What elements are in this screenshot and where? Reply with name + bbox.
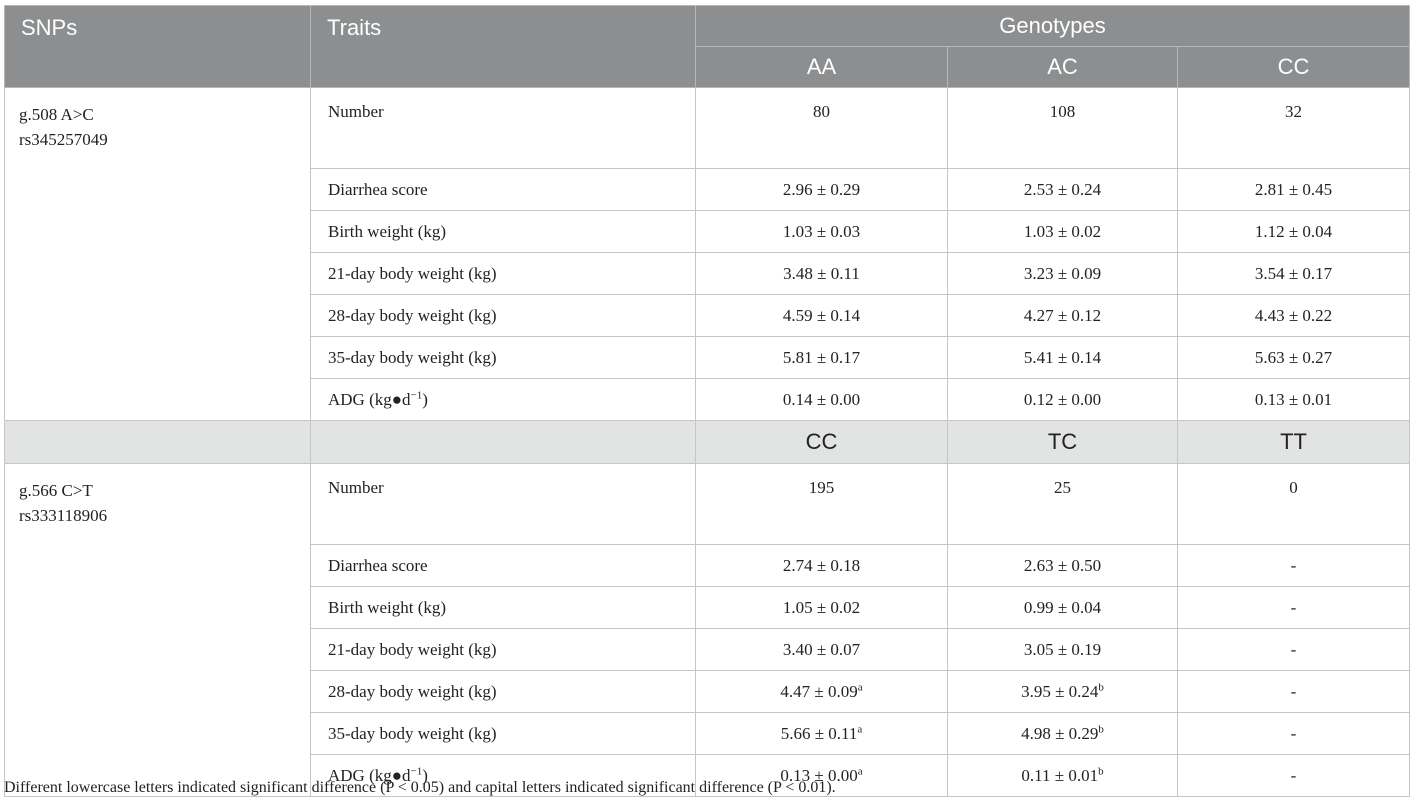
genotype-traits-table: SNPs Traits Genotypes AA AC CC g.508 A>C… (4, 5, 1411, 797)
genotypes-header: Genotypes (694, 5, 1411, 47)
table-row: Diarrhea score 2.74 ± 0.18 2.63 ± 0.50 - (5, 544, 1411, 587)
trait-label: ADG (kg●d−1) (310, 378, 696, 421)
table-row: 21-day body weight (kg) 3.40 ± 0.07 3.05… (5, 628, 1411, 671)
table-row: Birth weight (kg) 1.03 ± 0.03 1.03 ± 0.0… (5, 210, 1411, 253)
table-row: g.508 A>C rs345257049 Number 80 108 32 (4, 87, 1411, 421)
value-cell: 0.12 ± 0.00 (947, 378, 1178, 421)
table-row: 21-day body weight (kg) 3.48 ± 0.11 3.23… (5, 252, 1411, 295)
value-cell: 5.81 ± 0.17 (695, 336, 948, 379)
table-row: ADG (kg●d−1) 0.14 ± 0.00 0.12 ± 0.00 0.1… (5, 378, 1411, 421)
table-row: ADG (kg●d−1) 0.13 ± 0.00a 0.11 ± 0.01b - (5, 754, 1411, 797)
table-row: Diarrhea score 2.96 ± 0.29 2.53 ± 0.24 2… (5, 168, 1411, 211)
value-cell: 4.27 ± 0.12 (947, 294, 1178, 337)
value-cell: 0.13 ± 0.00a (695, 754, 948, 797)
table-row: 28-day body weight (kg) 4.59 ± 0.14 4.27… (5, 294, 1411, 337)
snps-header: SNPs (4, 5, 311, 88)
value-cell: 5.41 ± 0.14 (947, 336, 1178, 379)
genotype-subheader-2: TC (947, 420, 1178, 464)
genotype-subheader-1: CC (695, 420, 948, 464)
value-cell: - (1176, 544, 1411, 587)
trait-label: 21-day body weight (kg) (310, 252, 696, 295)
value-cell: 25 (947, 463, 1178, 545)
trait-label: Birth weight (kg) (310, 210, 696, 253)
genotype-header-2: AC (947, 46, 1178, 88)
trait-label: 21-day body weight (kg) (310, 628, 696, 671)
value-cell: 4.47 ± 0.09a (695, 670, 948, 713)
value-cell: 1.05 ± 0.02 (695, 586, 948, 629)
value-cell: - (1176, 754, 1411, 797)
value-cell: - (1176, 628, 1411, 671)
value-cell: 0.14 ± 0.00 (695, 378, 948, 421)
trait-label: Birth weight (kg) (310, 586, 696, 629)
genotype-header-3: CC (1176, 46, 1411, 88)
value-cell: 0.11 ± 0.01b (947, 754, 1178, 797)
value-cell: 195 (695, 463, 948, 545)
value-cell: 2.63 ± 0.50 (947, 544, 1178, 587)
table-row: Birth weight (kg) 1.05 ± 0.02 0.99 ± 0.0… (5, 586, 1411, 629)
value-cell: 2.53 ± 0.24 (947, 168, 1178, 211)
value-cell: 2.81 ± 0.45 (1176, 168, 1411, 211)
value-cell: 1.03 ± 0.03 (695, 210, 948, 253)
traits-header: Traits (310, 5, 696, 88)
snp-cell: g.508 A>C rs345257049 (4, 87, 311, 421)
trait-label: Number (310, 87, 696, 169)
genotype-header-1: AA (695, 46, 948, 88)
value-cell: 3.54 ± 0.17 (1176, 252, 1411, 295)
snp-cell: g.566 C>T rs333118906 (4, 463, 311, 797)
value-cell: - (1176, 586, 1411, 629)
snp-id: rs345257049 (19, 130, 108, 149)
value-cell: 80 (695, 87, 948, 169)
genotype-subheader-3: TT (1176, 420, 1411, 464)
trait-label: Number (310, 463, 696, 545)
snp-name: g.566 C>T (19, 481, 93, 500)
trait-label: 28-day body weight (kg) (310, 294, 696, 337)
value-cell: 1.03 ± 0.02 (947, 210, 1178, 253)
value-cell: 0.99 ± 0.04 (947, 586, 1178, 629)
table-row: 35-day body weight (kg) 5.66 ± 0.11a 4.9… (5, 712, 1411, 755)
value-cell: 32 (1176, 87, 1411, 169)
snp-id: rs333118906 (19, 506, 108, 525)
value-cell: 1.12 ± 0.04 (1176, 210, 1411, 253)
value-cell: 4.98 ± 0.29b (947, 712, 1178, 755)
genotype-subheader-row: CC TC TT (4, 420, 1411, 464)
value-cell: 4.59 ± 0.14 (695, 294, 948, 337)
trait-label: ADG (kg●d−1) (310, 754, 696, 797)
value-cell: 3.05 ± 0.19 (947, 628, 1178, 671)
value-cell: - (1176, 712, 1411, 755)
table-row: g.566 C>T rs333118906 Number 195 25 0 (4, 463, 1411, 797)
snp-name: g.508 A>C (19, 105, 94, 124)
trait-label: Diarrhea score (310, 544, 696, 587)
value-cell: 3.23 ± 0.09 (947, 252, 1178, 295)
table-footnote: Different lowercase letters indicated si… (4, 779, 836, 796)
value-cell: 3.95 ± 0.24b (947, 670, 1178, 713)
value-cell: 4.43 ± 0.22 (1176, 294, 1411, 337)
trait-label: 35-day body weight (kg) (310, 336, 696, 379)
trait-label: 35-day body weight (kg) (310, 712, 696, 755)
value-cell: 2.74 ± 0.18 (695, 544, 948, 587)
trait-label: 28-day body weight (kg) (310, 670, 696, 713)
value-cell: 108 (947, 87, 1178, 169)
value-cell: 0.13 ± 0.01 (1176, 378, 1411, 421)
table-row: 35-day body weight (kg) 5.81 ± 0.17 5.41… (5, 336, 1411, 379)
value-cell: 3.40 ± 0.07 (695, 628, 948, 671)
trait-label: Diarrhea score (310, 168, 696, 211)
value-cell: 2.96 ± 0.29 (695, 168, 948, 211)
value-cell: 5.63 ± 0.27 (1176, 336, 1411, 379)
value-cell: - (1176, 670, 1411, 713)
value-cell: 5.66 ± 0.11a (695, 712, 948, 755)
value-cell: 3.48 ± 0.11 (695, 252, 948, 295)
value-cell: 0 (1176, 463, 1411, 545)
